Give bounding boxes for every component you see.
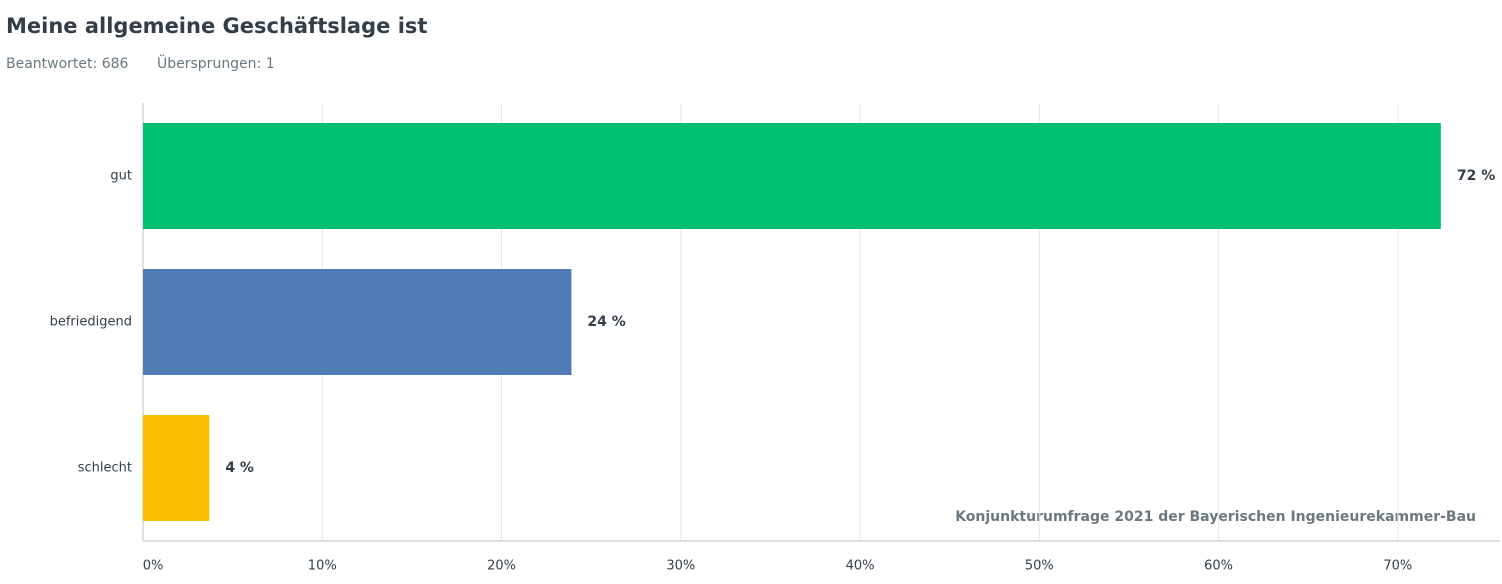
- x-tick-label: 60%: [1204, 559, 1233, 574]
- x-tick-label: 0%: [143, 559, 164, 574]
- annotation: Konjunkturumfrage 2021 der Bayerischen I…: [955, 509, 1476, 525]
- y-tick-label: schlecht: [78, 461, 132, 476]
- x-tick-label: 50%: [1025, 559, 1054, 574]
- value-label: 72 %: [1457, 168, 1495, 184]
- chart-title: Meine allgemeine Geschäftslage ist: [6, 14, 427, 38]
- x-tick-label: 20%: [487, 559, 516, 574]
- bar: [143, 269, 572, 375]
- value-label: 4 %: [225, 460, 254, 476]
- x-tick-label: 70%: [1383, 559, 1412, 574]
- x-tick-label: 40%: [846, 559, 875, 574]
- skipped-count: Übersprungen: 1: [157, 54, 275, 72]
- y-tick-label: gut: [110, 169, 132, 184]
- x-tick-label: 30%: [666, 559, 695, 574]
- y-tick-label: befriedigend: [50, 315, 132, 330]
- bar: [143, 415, 210, 521]
- bar: [143, 123, 1441, 229]
- answered-count: Beantwortet: 686: [6, 56, 129, 72]
- value-label: 24 %: [587, 314, 625, 330]
- x-tick-label: 10%: [308, 559, 337, 574]
